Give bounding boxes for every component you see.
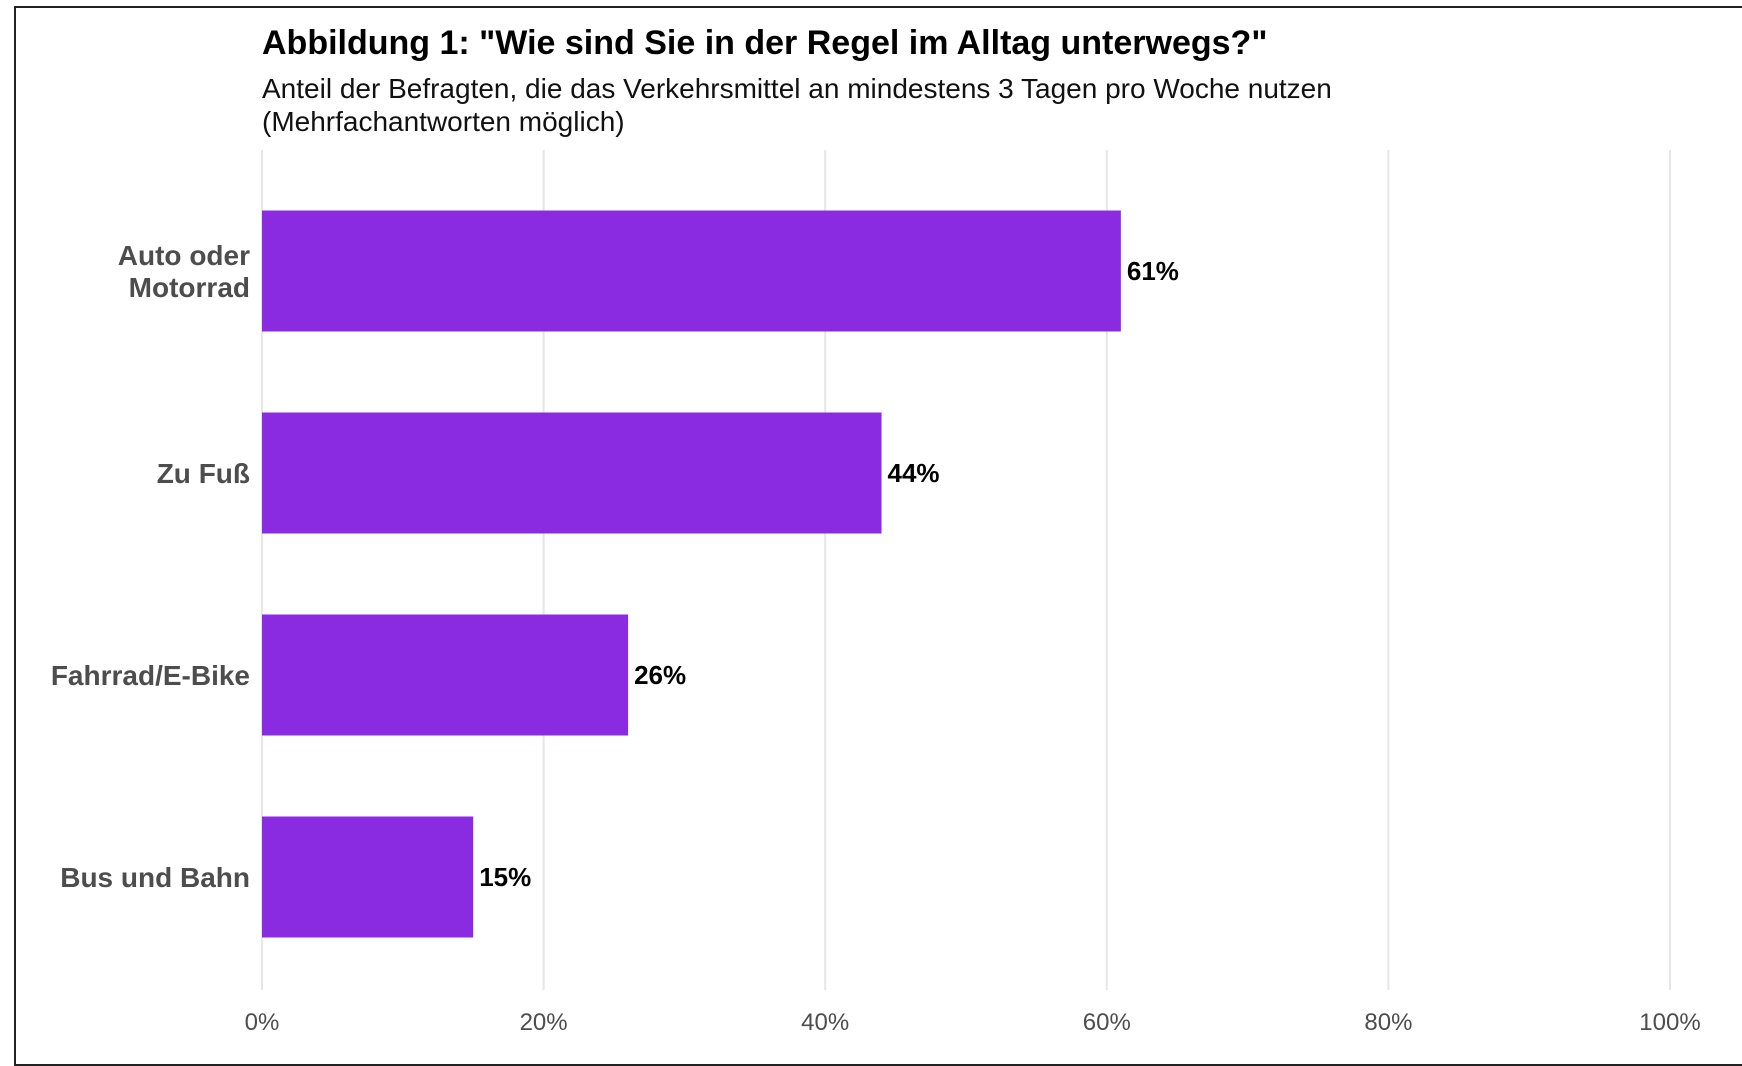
x-tick-label: 40% (801, 1009, 849, 1036)
bar-value-label: 15% (479, 862, 531, 892)
bar-value-label: 61% (1127, 256, 1179, 286)
bar (262, 412, 882, 534)
chart-subtitle: Anteil der Befragten, die das Verkehrsmi… (262, 73, 1332, 137)
bars (262, 210, 1121, 938)
x-tick-label: 20% (520, 1009, 568, 1036)
category-label: Fahrrad/E-Bike (51, 660, 250, 691)
bar (262, 816, 474, 938)
x-axis-tick-labels: 0% 20% 40% 60% 80% 100% (245, 1009, 1701, 1036)
bar (262, 614, 629, 736)
value-labels: 61% 44% 26% 15% (479, 256, 1179, 892)
bar (262, 210, 1121, 332)
category-labels: Auto oder Motorrad Zu Fuß Fahrrad/E-Bike Bus… (51, 240, 250, 893)
category-label: Zu Fuß (157, 458, 250, 489)
x-tick-label: 80% (1364, 1009, 1412, 1036)
category-label: Auto oder Motorrad (118, 240, 250, 303)
bar-value-label: 44% (888, 458, 940, 488)
chart-title: Abbildung 1: "Wie sind Sie in der Regel … (262, 24, 1268, 62)
bar-value-label: 26% (634, 660, 686, 690)
x-tick-label: 60% (1083, 1009, 1131, 1036)
x-tick-label: 0% (245, 1009, 280, 1036)
x-tick-label: 100% (1639, 1009, 1700, 1036)
category-label: Bus und Bahn (60, 862, 250, 893)
